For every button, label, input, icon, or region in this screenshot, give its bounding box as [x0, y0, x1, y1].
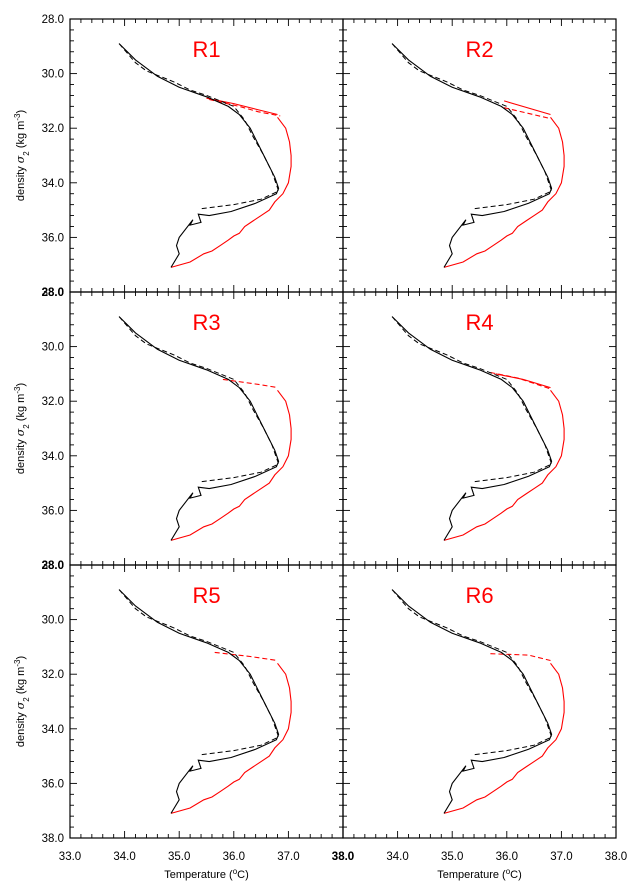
x-tick-label: 34.0	[386, 851, 408, 863]
y-tick-label: 28.0	[42, 14, 64, 26]
black-solid-line	[118, 43, 280, 268]
x-axis-label: Temperature (oC)	[437, 867, 522, 882]
x-tick-label: 35.0	[168, 851, 190, 863]
black-dashed-line	[391, 316, 553, 483]
panel-title: R4	[465, 310, 493, 335]
red-upper-dashed-line	[209, 98, 281, 117]
red-series-line	[170, 389, 292, 541]
y-tick-label: 34.0	[42, 178, 64, 190]
y-tick-label: 30.0	[42, 342, 64, 354]
panel-r6: 33.0 34.0 35.0 36.0 37.0 38.0 Temperature (oC)…	[332, 564, 627, 882]
black-solid-line	[391, 589, 553, 814]
y-tick-label: 38.0	[42, 287, 64, 299]
red-series-line	[443, 116, 565, 268]
panel-r5: 28.0 30.0 32.0 34.0 36.0 38.0 density σ2 (kg m…	[13, 560, 355, 881]
y-tick-label: 36.0	[42, 232, 64, 244]
panel-r1: 28.0 30.0 32.0 34.0 36.0 38.0 density σ2 (kg m…	[13, 14, 344, 299]
y-tick-label: 32.0	[42, 669, 64, 681]
y-tick-label: 38.0	[42, 560, 64, 572]
red-series-line	[170, 662, 292, 814]
black-solid-line	[391, 316, 553, 541]
red-upper-dashed-line	[222, 378, 278, 389]
x-tick-label: 34.0	[113, 851, 135, 863]
black-dashed-line	[391, 43, 553, 210]
panel-title: R1	[192, 37, 220, 62]
x-tick-label: 33.0	[59, 851, 81, 863]
x-axis-label: Temperature (oC)	[164, 867, 249, 882]
y-axis-label: density σ2 (kg m-3)	[13, 110, 31, 201]
y-tick-label: 28.0	[42, 560, 64, 572]
y-tick-label: 36.0	[42, 778, 64, 790]
panel-r2: R2	[342, 18, 617, 293]
y-tick-label: 34.0	[42, 451, 64, 463]
x-tick-label: 35.0	[441, 851, 463, 863]
red-upper-dashed-line	[490, 653, 551, 662]
red-upper-solid-line	[495, 373, 551, 389]
black-dashed-line	[118, 589, 280, 756]
black-dashed-line	[391, 589, 553, 756]
black-dashed-line	[118, 316, 280, 483]
red-series-line	[443, 389, 565, 541]
y-tick-label: 30.0	[42, 615, 64, 627]
red-series-line	[443, 662, 565, 814]
red-upper-solid-line	[206, 97, 278, 116]
y-tick-label: 32.0	[42, 123, 64, 135]
panel-r3: 28.0 30.0 32.0 34.0 36.0 38.0 density σ2 (kg m…	[13, 287, 344, 572]
black-dashed-line	[118, 43, 280, 210]
y-tick-label: 38.0	[42, 833, 64, 845]
red-upper-solid-line	[503, 100, 551, 116]
x-tick-label: 37.0	[550, 851, 572, 863]
panel-title: R3	[192, 310, 220, 335]
y-tick-label: 34.0	[42, 724, 64, 736]
x-tick-label: 33.0	[332, 851, 354, 863]
red-series-line	[170, 116, 292, 268]
panel-title: R2	[465, 37, 493, 62]
y-tick-label: 28.0	[42, 287, 64, 299]
x-tick-label: 36.0	[223, 851, 245, 863]
red-upper-dashed-line	[490, 371, 551, 390]
black-solid-line	[118, 316, 280, 541]
x-tick-label: 38.0	[605, 851, 627, 863]
x-tick-label: 36.0	[496, 851, 518, 863]
y-axis-label: density σ2 (kg m-3)	[13, 656, 31, 747]
panel-title: R6	[465, 583, 493, 608]
black-solid-line	[118, 589, 280, 814]
y-tick-label: 30.0	[42, 69, 64, 81]
red-upper-dashed-line	[214, 651, 278, 662]
x-tick-label: 37.0	[277, 851, 299, 863]
y-tick-label: 32.0	[42, 396, 64, 408]
x-tick-label: 38.0	[332, 851, 354, 863]
y-axis-label: density σ2 (kg m-3)	[13, 383, 31, 474]
black-solid-line	[391, 43, 553, 268]
y-tick-label: 36.0	[42, 505, 64, 517]
panel-title: R5	[192, 583, 220, 608]
panel-r4: R4	[342, 291, 617, 566]
panel-frame	[342, 564, 617, 839]
